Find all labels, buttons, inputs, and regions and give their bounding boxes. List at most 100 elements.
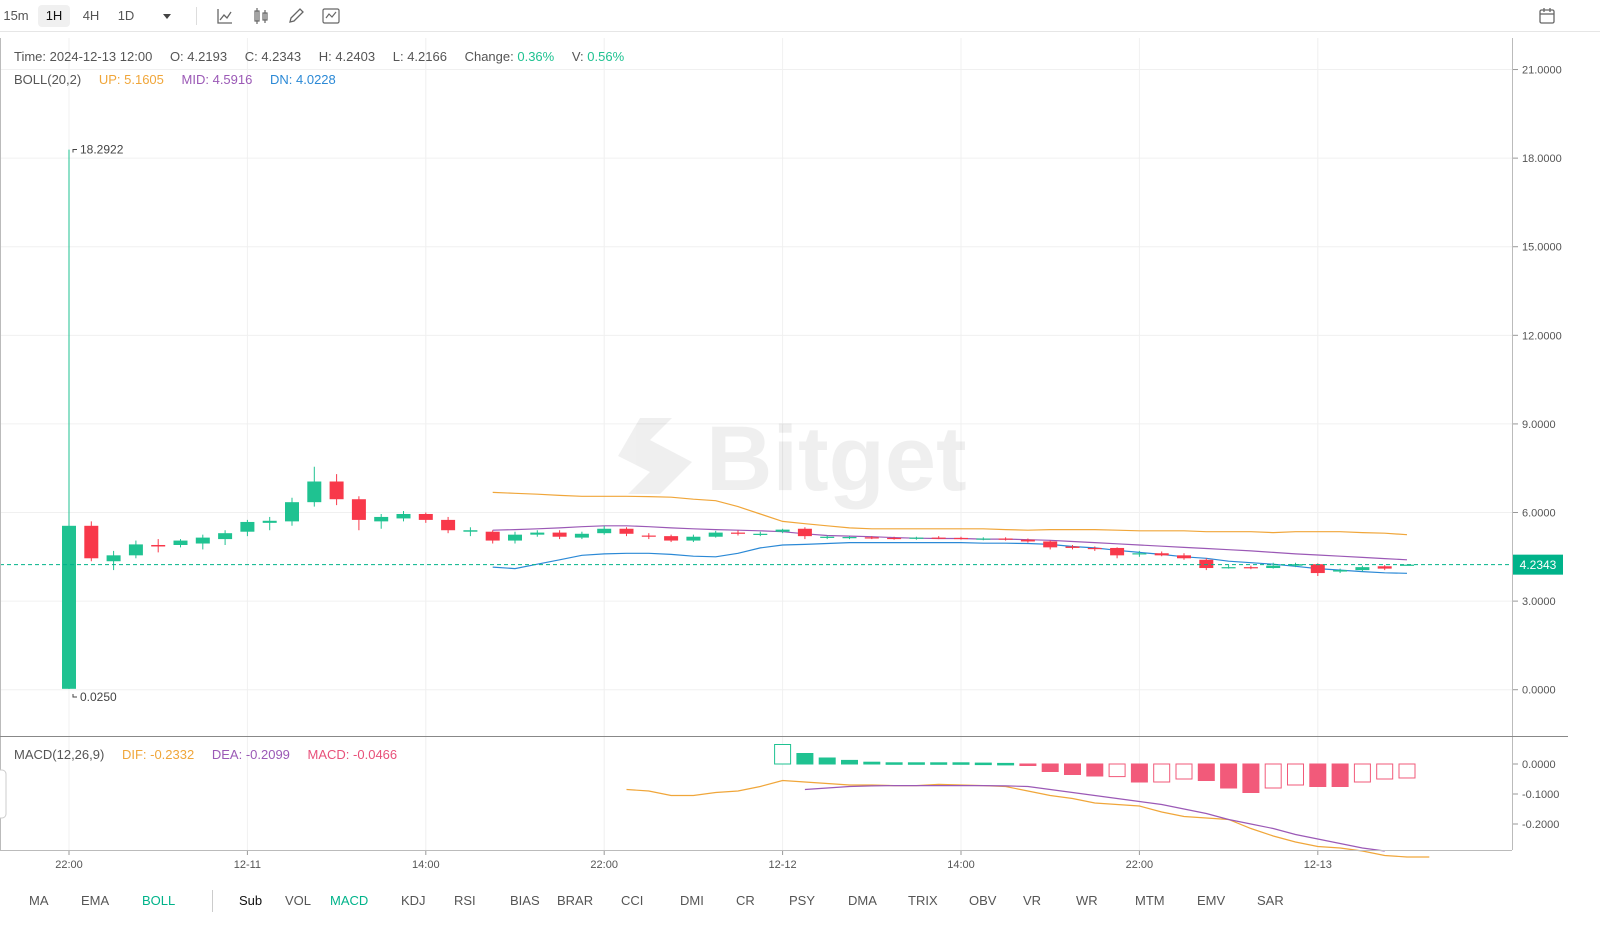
bitget-watermark: Bitget bbox=[618, 408, 967, 510]
indicator-vr[interactable]: VR bbox=[1023, 893, 1042, 908]
sub-label: Sub bbox=[239, 893, 263, 908]
candle-body bbox=[1177, 555, 1191, 559]
indicator-vol[interactable]: VOL bbox=[285, 893, 312, 908]
x-tick-label: 22:00 bbox=[1126, 859, 1154, 871]
candle-body bbox=[1110, 547, 1125, 556]
indicator-brar[interactable]: BRAR bbox=[557, 893, 594, 908]
pencil-icon[interactable] bbox=[285, 5, 307, 27]
macd-histogram-bar bbox=[774, 744, 792, 765]
y-tick-label: 3.0000 bbox=[1522, 596, 1556, 608]
candle-body bbox=[842, 537, 857, 539]
candle-body bbox=[508, 534, 522, 541]
ohlc-legend: Time: 2024-12-13 12:00 O: 4.2193 C: 4.23… bbox=[14, 49, 625, 64]
max-marker-arrow bbox=[72, 148, 77, 153]
macd-histogram-bar bbox=[974, 762, 992, 766]
candle-body bbox=[753, 533, 768, 535]
macd-dea-line bbox=[804, 784, 1385, 852]
macd-histogram-bar bbox=[885, 762, 903, 765]
macd-y-tick-label: -0.1000 bbox=[1522, 789, 1559, 801]
macd-histogram-bar bbox=[952, 762, 970, 765]
min-price-marker: 0.0250 bbox=[80, 690, 117, 704]
panel-resize-handle[interactable] bbox=[0, 769, 7, 819]
indicator-icon[interactable] bbox=[320, 5, 342, 27]
candle-body bbox=[708, 532, 723, 537]
macd-histogram-bar bbox=[997, 762, 1015, 766]
macd-legend: MACD(12,26,9) DIF: -0.2332 DEA: -0.2099 … bbox=[14, 747, 397, 762]
candle-body bbox=[1400, 564, 1414, 566]
interval-1d[interactable]: 1D bbox=[117, 8, 135, 23]
y-tick-label: 9.0000 bbox=[1522, 419, 1556, 431]
candle-body bbox=[1087, 547, 1102, 550]
candle-body bbox=[374, 516, 389, 522]
candle-body bbox=[1266, 565, 1281, 569]
macd-histogram-bar bbox=[1064, 763, 1081, 775]
candle-body bbox=[1065, 546, 1080, 548]
macd-histogram-bar bbox=[1086, 763, 1104, 777]
boll-dn-line bbox=[492, 541, 1408, 574]
indicator-bias[interactable]: BIAS bbox=[510, 893, 540, 908]
toolbar-divider bbox=[196, 7, 197, 25]
y-tick-label: 0.0000 bbox=[1522, 685, 1556, 697]
price-chart[interactable]: Bitget 18.2922 0.0250 21.0000 18.0000 15.00… bbox=[0, 37, 1600, 885]
macd-histogram-bar bbox=[1287, 763, 1304, 786]
calendar-icon[interactable] bbox=[1536, 5, 1558, 27]
indicator-ma[interactable]: MA bbox=[29, 893, 49, 908]
candle-body bbox=[218, 533, 233, 540]
macd-y-tick-label: 0.0000 bbox=[1522, 759, 1556, 771]
x-tick-label: 12-11 bbox=[234, 859, 261, 871]
macd-histogram-bar bbox=[1242, 763, 1260, 793]
candle-body bbox=[797, 528, 812, 537]
indicator-divider bbox=[212, 890, 213, 912]
macd-histogram-bar bbox=[1309, 763, 1327, 787]
candle-body bbox=[485, 531, 500, 541]
macd-y-tick-label: -0.2000 bbox=[1522, 819, 1559, 831]
candle-body bbox=[686, 536, 701, 541]
candle-body bbox=[128, 544, 143, 556]
indicator-macd[interactable]: MACD bbox=[330, 893, 369, 908]
x-tick-label: 12-13 bbox=[1304, 859, 1332, 871]
indicator-mtm[interactable]: MTM bbox=[1135, 893, 1165, 908]
indicator-rsi[interactable]: RSI bbox=[454, 893, 476, 908]
indicator-trix[interactable]: TRIX bbox=[908, 893, 938, 908]
watermark-text: Bitget bbox=[706, 408, 967, 510]
chevron-down-icon[interactable] bbox=[156, 5, 178, 27]
candle-body bbox=[864, 537, 879, 539]
indicator-sar[interactable]: SAR bbox=[1257, 893, 1284, 908]
indicator-obv[interactable]: OBV bbox=[969, 893, 997, 908]
candle-body bbox=[552, 532, 567, 537]
interval-15m[interactable]: 15m bbox=[3, 8, 29, 23]
candle-body bbox=[329, 481, 344, 500]
macd-histogram-bar bbox=[863, 761, 881, 765]
interval-4h[interactable]: 4H bbox=[82, 8, 100, 23]
candle-body bbox=[1154, 553, 1169, 556]
indicator-psy[interactable]: PSY bbox=[789, 893, 816, 908]
indicator-dmi[interactable]: DMI bbox=[680, 893, 704, 908]
candle-body bbox=[396, 513, 411, 519]
candle-body bbox=[775, 529, 790, 532]
interval-1h[interactable]: 1H bbox=[38, 5, 70, 27]
indicator-kdj[interactable]: KDJ bbox=[401, 893, 426, 908]
macd-histogram-bar bbox=[1398, 763, 1416, 779]
indicator-boll[interactable]: BOLL bbox=[142, 893, 176, 908]
boll-mid-line bbox=[492, 525, 1408, 561]
indicator-wr[interactable]: WR bbox=[1076, 893, 1098, 908]
indicator-cci[interactable]: CCI bbox=[621, 893, 644, 908]
indicator-dma[interactable]: DMA bbox=[848, 893, 877, 908]
candle-body bbox=[1199, 559, 1214, 569]
indicator-ema[interactable]: EMA bbox=[81, 893, 110, 908]
candle-type-icon[interactable] bbox=[250, 5, 272, 27]
indicator-cr[interactable]: CR bbox=[736, 893, 755, 908]
candle-body bbox=[307, 481, 322, 503]
line-chart-icon[interactable] bbox=[214, 5, 236, 27]
candle-body bbox=[173, 540, 188, 545]
last-price-label: 4.2343 bbox=[1520, 558, 1557, 572]
candle-body bbox=[62, 525, 76, 689]
y-tick-label: 12.0000 bbox=[1522, 330, 1562, 342]
macd-panel bbox=[626, 744, 1430, 858]
macd-dif-line bbox=[626, 779, 1430, 858]
candle-body bbox=[285, 502, 299, 522]
candle-body bbox=[954, 537, 968, 540]
max-price-marker: 18.2922 bbox=[80, 142, 124, 156]
indicator-emv[interactable]: EMV bbox=[1197, 893, 1226, 908]
candle-body bbox=[619, 528, 634, 534]
